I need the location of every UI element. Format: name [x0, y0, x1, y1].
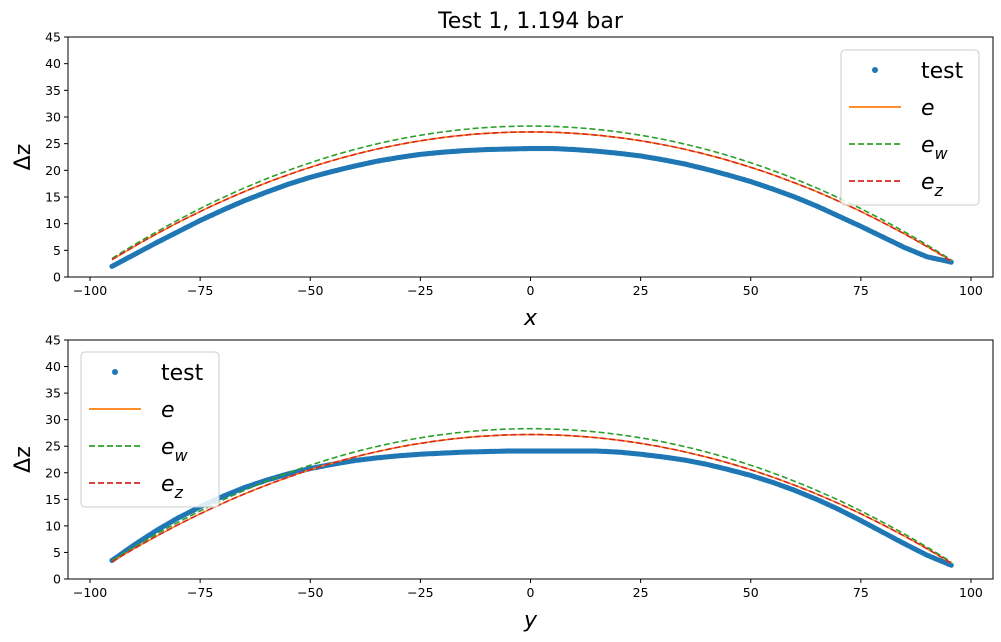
y-tick-label: 25 [45, 439, 61, 454]
y-axis-label: Δz [11, 446, 36, 473]
y-tick-label: 30 [45, 110, 61, 125]
x-tick-label: 75 [853, 283, 869, 298]
series-line [111, 433, 952, 564]
chart-1: −100 −75 −50 −25 0 25 50 75 100 0 5 10 15 20 25 30 35 40 4… [11, 9, 994, 331]
x-tick-label: 0 [527, 585, 535, 600]
x-tick-label: 100 [959, 585, 983, 600]
legend-marker [872, 67, 878, 73]
series-line [111, 131, 952, 262]
legend-marker [112, 369, 118, 375]
x-tick-label: 50 [743, 283, 759, 298]
y-tick-label: 5 [53, 243, 61, 258]
y-tick-label: 30 [45, 412, 61, 427]
x-tick-label: 25 [633, 283, 649, 298]
y-tick-label: 45 [45, 333, 61, 348]
y-tick-label: 0 [53, 270, 61, 285]
x-tick-label: 75 [853, 585, 869, 600]
y-tick-label: 15 [45, 190, 61, 205]
y-tick-label: 20 [45, 465, 61, 480]
x-axis-label: y [523, 608, 538, 633]
series-e-w [111, 427, 952, 563]
series-line [111, 427, 952, 563]
legend-label: test [161, 361, 204, 386]
legend: test e ew ez [840, 49, 980, 206]
y-tick-label: 35 [45, 83, 61, 98]
legend-frame [80, 351, 220, 508]
y-tick-label: 10 [45, 216, 61, 231]
legend-label: ew [921, 133, 949, 163]
series-e [111, 131, 952, 262]
legend-label: ez [161, 472, 184, 502]
x-tick-label: 0 [527, 283, 535, 298]
x-tick-label: −75 [187, 585, 213, 600]
legend-frame [840, 49, 980, 206]
y-axis-label: Δz [11, 144, 36, 171]
y-tick-label: 45 [45, 30, 61, 45]
legend-label: test [921, 59, 964, 84]
y-tick-label: 0 [53, 572, 61, 587]
x-tick-label: −100 [73, 585, 107, 600]
series-test [109, 145, 954, 269]
y-tick-label: 10 [45, 518, 61, 533]
y-tick-label: 40 [45, 56, 61, 71]
series-test [109, 448, 954, 568]
chart-2: −100 −75 −50 −25 0 25 50 75 100 0 5 10 15 20 25 30 35 40 4… [11, 333, 994, 633]
y-tick-label: 20 [45, 163, 61, 178]
x-tick-label: 25 [633, 585, 649, 600]
x-tick-label: −25 [407, 585, 433, 600]
chart-title: Test 1, 1.194 bar [437, 9, 624, 34]
x-tick-label: −50 [297, 283, 323, 298]
x-tick-label: −50 [297, 585, 323, 600]
y-tick-label: 25 [45, 136, 61, 151]
y-tick-label: 40 [45, 359, 61, 374]
x-tick-label: −25 [407, 283, 433, 298]
y-tick-label: 35 [45, 386, 61, 401]
legend-label: e [161, 398, 175, 423]
series-e [111, 433, 952, 564]
series-line [111, 131, 952, 262]
x-tick-label: −100 [73, 283, 107, 298]
legend-label: e [921, 96, 935, 121]
series-line [111, 125, 952, 261]
series-e-z [111, 433, 952, 564]
legend: test e ew ez [80, 351, 220, 508]
series-line [111, 433, 952, 564]
x-axis-label: x [523, 306, 538, 331]
legend-label: ew [161, 435, 189, 465]
series-e-w [111, 125, 952, 261]
y-tick-label: 5 [53, 545, 61, 560]
y-tick-label: 15 [45, 492, 61, 507]
x-tick-label: 50 [743, 585, 759, 600]
x-tick-label: −75 [187, 283, 213, 298]
series-e-z [111, 131, 952, 262]
data-point [948, 562, 954, 568]
x-tick-label: 100 [959, 283, 983, 298]
legend-label: ez [921, 170, 944, 200]
